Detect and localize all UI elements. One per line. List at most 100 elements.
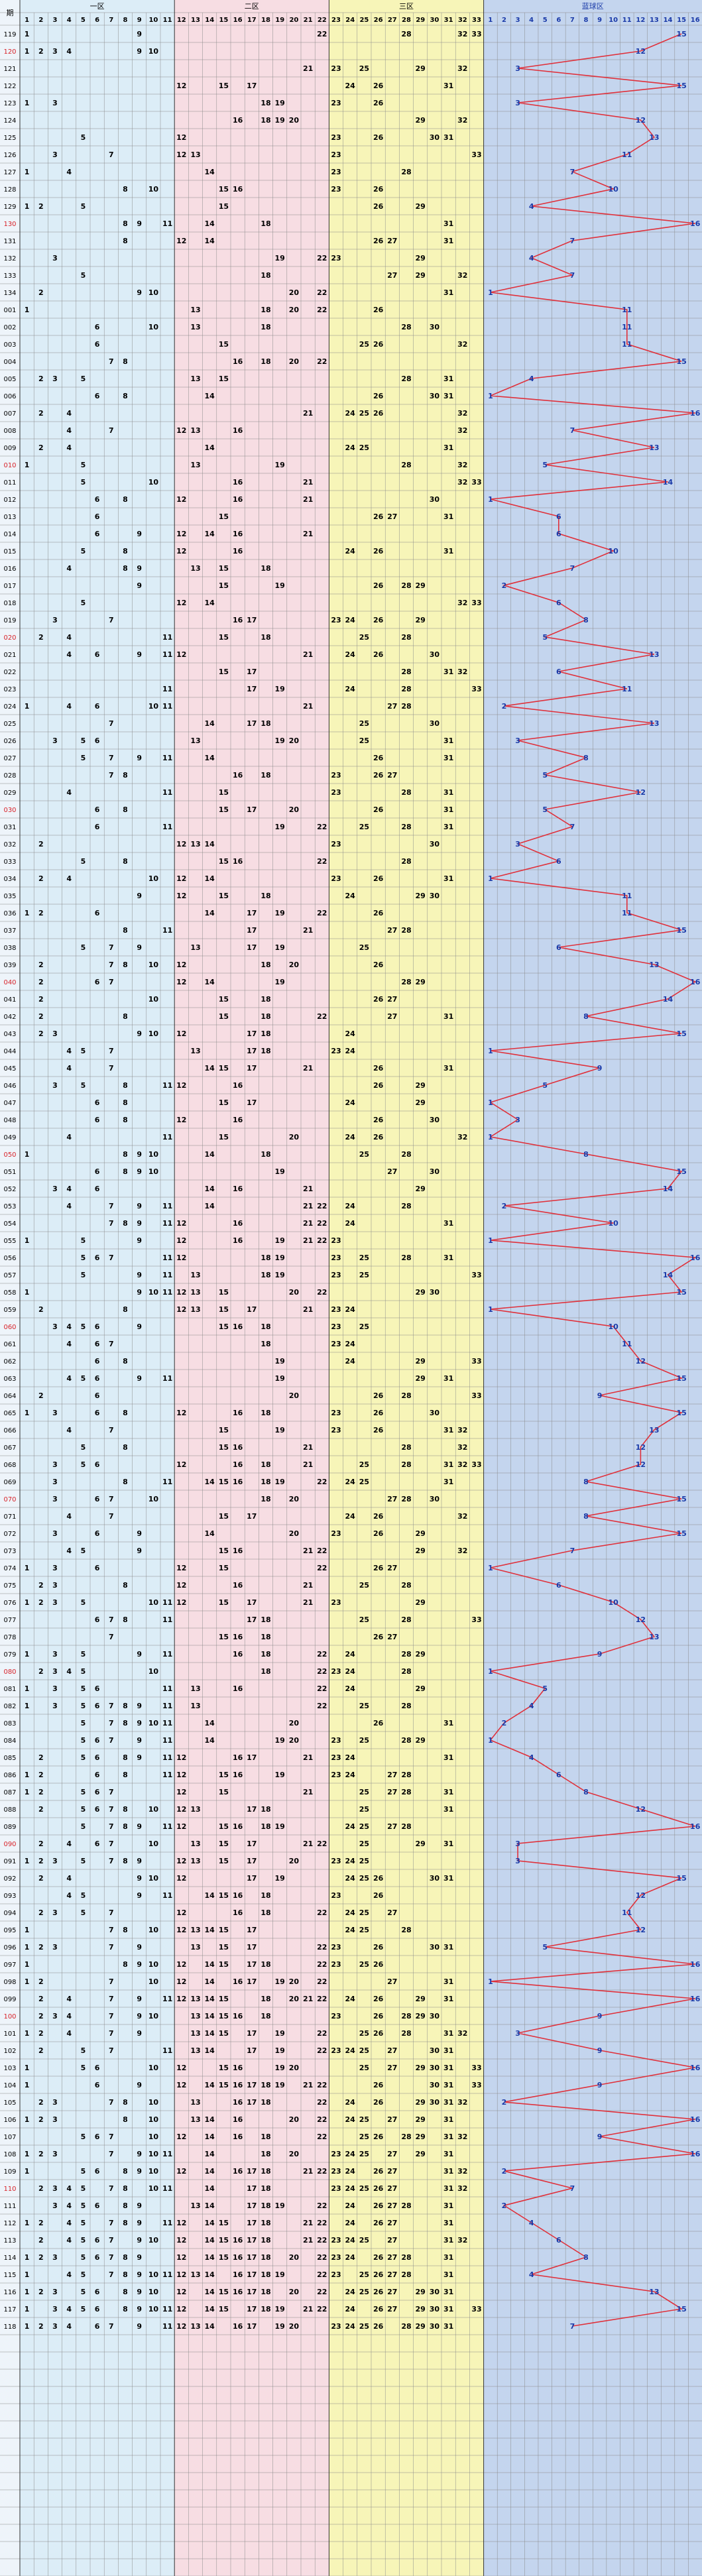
red-number: 30 xyxy=(430,719,440,728)
red-number: 2 xyxy=(38,2236,44,2245)
issue-number: 033 xyxy=(3,858,16,866)
red-number: 29 xyxy=(416,2133,426,2141)
red-number: 23 xyxy=(331,99,341,107)
issue-number: 100 xyxy=(3,2013,16,2020)
red-number: 30 xyxy=(430,323,440,331)
red-number: 7 xyxy=(109,616,114,624)
red-number: 33 xyxy=(471,2081,481,2089)
red-number: 17 xyxy=(247,2046,257,2055)
blue-number: 16 xyxy=(690,2064,701,2072)
blue-column-header: 13 xyxy=(650,17,659,24)
red-number: 22 xyxy=(317,2167,327,2176)
issue-number: 057 xyxy=(3,1272,16,1279)
red-number: 21 xyxy=(303,702,313,711)
blue-number: 15 xyxy=(676,357,686,366)
red-number: 7 xyxy=(109,1426,114,1434)
blue-number: 7 xyxy=(570,426,575,435)
red-number: 8 xyxy=(123,1305,128,1314)
red-number: 33 xyxy=(471,1357,481,1366)
red-number: 32 xyxy=(457,409,467,418)
red-number: 19 xyxy=(275,2201,285,2210)
red-number: 10 xyxy=(148,2305,159,2313)
red-number: 12 xyxy=(176,133,186,142)
red-number: 16 xyxy=(233,1219,243,1228)
red-number: 19 xyxy=(275,1822,285,1831)
red-number: 2 xyxy=(38,1667,44,1676)
red-number: 5 xyxy=(81,1736,86,1745)
red-number: 29 xyxy=(416,616,426,624)
issue-number: 044 xyxy=(3,1048,16,1055)
red-number: 22 xyxy=(317,2081,327,2089)
red-number: 3 xyxy=(52,2201,58,2210)
red-number: 17 xyxy=(247,1047,257,1055)
blue-number: 15 xyxy=(676,1374,686,1383)
red-number: 18 xyxy=(261,1960,270,1969)
red-column-header: 16 xyxy=(233,17,243,24)
red-number: 5 xyxy=(81,271,86,280)
red-number: 20 xyxy=(289,2150,300,2158)
blue-trend-polyline xyxy=(489,33,697,2327)
red-number: 7 xyxy=(109,2012,114,2020)
red-number: 12 xyxy=(176,2081,186,2089)
red-number: 9 xyxy=(137,530,142,538)
red-number: 26 xyxy=(373,874,384,883)
red-number: 32 xyxy=(457,1133,467,1142)
red-number: 3 xyxy=(52,2184,58,2193)
red-number: 14 xyxy=(205,1185,215,1193)
red-number: 25 xyxy=(359,633,369,642)
red-number: 33 xyxy=(471,2305,481,2313)
red-number: 20 xyxy=(289,2064,300,2072)
red-number: 26 xyxy=(373,306,384,314)
issue-number: 014 xyxy=(3,531,16,538)
red-number: 3 xyxy=(52,736,58,745)
red-number: 15 xyxy=(219,1512,229,1521)
issue-number: 035 xyxy=(3,893,16,900)
issue-number: 039 xyxy=(3,962,16,969)
red-number: 11 xyxy=(162,1771,172,1779)
blue-column-header: 8 xyxy=(584,17,589,24)
red-number: 9 xyxy=(137,1167,142,1176)
red-number: 13 xyxy=(190,2029,200,2038)
red-number: 12 xyxy=(176,961,186,969)
red-column-header: 33 xyxy=(472,17,481,24)
blue-number: 5 xyxy=(542,1081,548,1090)
red-number: 12 xyxy=(176,82,186,90)
red-number: 29 xyxy=(416,1650,426,1659)
red-column-header: 6 xyxy=(95,17,99,24)
red-number: 29 xyxy=(416,2322,426,2331)
red-number: 6 xyxy=(95,1684,100,1693)
issue-number: 106 xyxy=(3,2117,16,2124)
red-number: 4 xyxy=(66,2184,72,2193)
blue-number: 13 xyxy=(649,650,659,659)
red-number: 17 xyxy=(247,1029,257,1038)
red-number: 24 xyxy=(345,2288,356,2296)
issue-number: 086 xyxy=(3,1772,16,1779)
red-number: 26 xyxy=(373,1960,384,1969)
red-number: 9 xyxy=(137,650,142,659)
red-number: 14 xyxy=(205,909,215,917)
red-number: 9 xyxy=(137,1322,142,1331)
issue-number: 115 xyxy=(3,2272,16,2279)
red-number: 27 xyxy=(387,2046,397,2055)
red-number: 4 xyxy=(66,788,72,797)
red-number: 7 xyxy=(109,1943,114,1952)
red-number: 8 xyxy=(123,1357,128,1366)
red-number: 14 xyxy=(205,1977,215,1986)
red-number: 6 xyxy=(95,2081,100,2089)
red-number: 11 xyxy=(162,1822,172,1831)
issue-header-label: 期 xyxy=(7,9,14,17)
red-number: 14 xyxy=(205,2167,215,2176)
red-number: 8 xyxy=(123,771,128,780)
issue-number: 009 xyxy=(3,445,16,452)
red-number: 6 xyxy=(95,909,100,917)
red-number: 1 xyxy=(25,30,30,38)
red-number: 17 xyxy=(247,1305,257,1314)
issue-number: 085 xyxy=(3,1755,16,1762)
blue-number: 8 xyxy=(583,2253,589,2262)
red-number: 8 xyxy=(123,1719,128,1727)
blue-number: 13 xyxy=(649,719,659,728)
issue-number: 109 xyxy=(3,2168,16,2176)
red-number: 4 xyxy=(66,1340,72,1348)
red-number: 31 xyxy=(443,2150,453,2158)
zone-bg-3 xyxy=(329,0,484,2576)
